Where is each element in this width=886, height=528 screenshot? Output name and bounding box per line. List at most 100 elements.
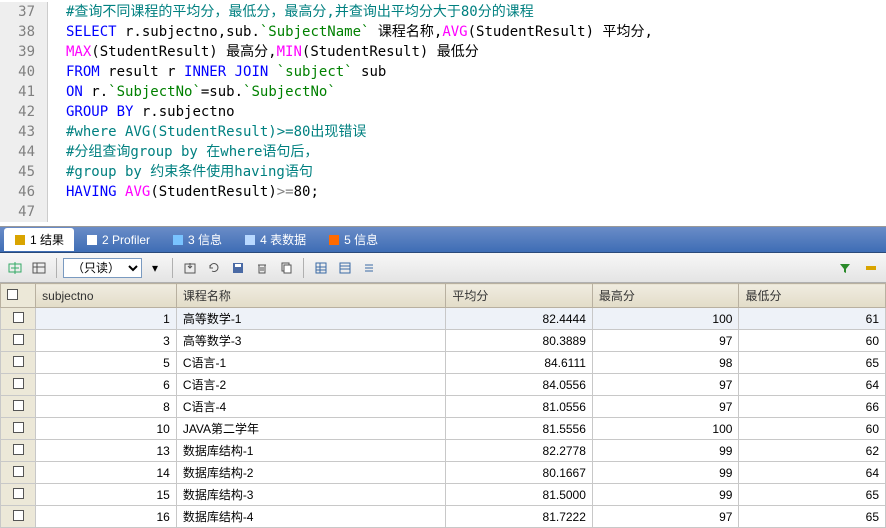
result-grid[interactable]: subjectno课程名称平均分最高分最低分1高等数学-182.44441006… <box>0 283 886 528</box>
cell[interactable]: 99 <box>592 484 739 506</box>
table-row[interactable]: 14数据库结构-280.16679964 <box>1 462 886 484</box>
code-content[interactable]: #分组查询group by 在where语句后， <box>48 142 318 162</box>
cell[interactable]: 99 <box>592 440 739 462</box>
row-checkbox[interactable] <box>13 510 24 521</box>
cell[interactable]: 81.0556 <box>446 396 593 418</box>
header-checkbox[interactable] <box>7 289 18 300</box>
code-content[interactable]: FROM result r INNER JOIN `subject` sub <box>48 62 386 82</box>
code-content[interactable]: SELECT r.subjectno,sub.`SubjectName` 课程名… <box>48 22 653 42</box>
cell[interactable]: 5 <box>36 352 177 374</box>
cell[interactable]: 6 <box>36 374 177 396</box>
cell[interactable]: 80.3889 <box>446 330 593 352</box>
cell[interactable]: 62 <box>739 440 886 462</box>
cell[interactable]: 16 <box>36 506 177 528</box>
code-content[interactable] <box>48 202 66 222</box>
save-button[interactable] <box>227 257 249 279</box>
table-row[interactable]: 10JAVA第二学年81.555610060 <box>1 418 886 440</box>
cell[interactable]: 15 <box>36 484 177 506</box>
table-row[interactable]: 1高等数学-182.444410061 <box>1 308 886 330</box>
cell[interactable]: C语言-4 <box>176 396 446 418</box>
readonly-select[interactable]: （只读） <box>63 258 142 278</box>
column-header[interactable]: 最高分 <box>592 284 739 308</box>
code-content[interactable]: GROUP BY r.subjectno <box>48 102 235 122</box>
table-row[interactable]: 15数据库结构-381.50009965 <box>1 484 886 506</box>
table-button[interactable] <box>28 257 50 279</box>
delete-button[interactable] <box>251 257 273 279</box>
table-row[interactable]: 16数据库结构-481.72229765 <box>1 506 886 528</box>
cell[interactable]: 81.7222 <box>446 506 593 528</box>
cell[interactable]: 84.6111 <box>446 352 593 374</box>
cell[interactable]: 高等数学-1 <box>176 308 446 330</box>
table-row[interactable]: 3高等数学-380.38899760 <box>1 330 886 352</box>
cell[interactable]: 数据库结构-3 <box>176 484 446 506</box>
cell[interactable]: 61 <box>739 308 886 330</box>
cell[interactable]: JAVA第二学年 <box>176 418 446 440</box>
cell[interactable]: 65 <box>739 352 886 374</box>
add-row-button[interactable] <box>4 257 26 279</box>
cell[interactable]: C语言-1 <box>176 352 446 374</box>
cell[interactable]: 1 <box>36 308 177 330</box>
cell[interactable]: 81.5556 <box>446 418 593 440</box>
row-checkbox[interactable] <box>13 334 24 345</box>
export-button[interactable] <box>179 257 201 279</box>
cell[interactable]: 10 <box>36 418 177 440</box>
copy-button[interactable] <box>275 257 297 279</box>
tab-3-信息[interactable]: 3 信息 <box>162 228 232 251</box>
cell[interactable]: 99 <box>592 462 739 484</box>
cell[interactable]: 97 <box>592 374 739 396</box>
grid-view-button[interactable] <box>310 257 332 279</box>
cell[interactable]: 64 <box>739 374 886 396</box>
row-checkbox[interactable] <box>13 466 24 477</box>
row-checkbox[interactable] <box>13 444 24 455</box>
cell[interactable]: 84.0556 <box>446 374 593 396</box>
sql-editor[interactable]: 37#查询不同课程的平均分，最低分，最高分,并查询出平均分大于80分的课程38S… <box>0 0 886 227</box>
cell[interactable]: 81.5000 <box>446 484 593 506</box>
cell[interactable]: 100 <box>592 418 739 440</box>
cell[interactable]: 3 <box>36 330 177 352</box>
dropdown-arrow[interactable]: ▾ <box>144 257 166 279</box>
cell[interactable]: 97 <box>592 396 739 418</box>
filter-button[interactable] <box>834 257 856 279</box>
tab-2-Profiler[interactable]: 2 Profiler <box>76 230 160 250</box>
cell[interactable]: 13 <box>36 440 177 462</box>
cell[interactable]: 8 <box>36 396 177 418</box>
table-row[interactable]: 8C语言-481.05569766 <box>1 396 886 418</box>
table-row[interactable]: 13数据库结构-182.27789962 <box>1 440 886 462</box>
table-row[interactable]: 6C语言-284.05569764 <box>1 374 886 396</box>
cell[interactable]: 97 <box>592 506 739 528</box>
cell[interactable]: 98 <box>592 352 739 374</box>
cell[interactable]: 60 <box>739 330 886 352</box>
settings-button[interactable] <box>860 257 882 279</box>
table-row[interactable]: 5C语言-184.61119865 <box>1 352 886 374</box>
code-content[interactable]: #查询不同课程的平均分，最低分，最高分,并查询出平均分大于80分的课程 <box>48 2 534 22</box>
cell[interactable]: 66 <box>739 396 886 418</box>
tab-4-表数据[interactable]: 4 表数据 <box>234 228 316 251</box>
cell[interactable]: 数据库结构-1 <box>176 440 446 462</box>
row-checkbox[interactable] <box>13 312 24 323</box>
row-checkbox[interactable] <box>13 400 24 411</box>
column-header[interactable]: 课程名称 <box>176 284 446 308</box>
text-view-button[interactable] <box>358 257 380 279</box>
code-content[interactable]: #where AVG(StudentResult)>=80出现错误 <box>48 122 366 142</box>
cell[interactable]: C语言-2 <box>176 374 446 396</box>
row-checkbox[interactable] <box>13 356 24 367</box>
cell[interactable]: 65 <box>739 506 886 528</box>
cell[interactable]: 高等数学-3 <box>176 330 446 352</box>
code-content[interactable]: #group by 约束条件使用having语句 <box>48 162 313 182</box>
cell[interactable]: 97 <box>592 330 739 352</box>
cell[interactable]: 82.4444 <box>446 308 593 330</box>
code-content[interactable]: HAVING AVG(StudentResult)>=80; <box>48 182 319 202</box>
column-header[interactable]: 平均分 <box>446 284 593 308</box>
cell[interactable]: 100 <box>592 308 739 330</box>
code-content[interactable]: ON r.`SubjectNo`=sub.`SubjectNo` <box>48 82 336 102</box>
form-view-button[interactable] <box>334 257 356 279</box>
cell[interactable]: 82.2778 <box>446 440 593 462</box>
cell[interactable]: 数据库结构-2 <box>176 462 446 484</box>
row-checkbox[interactable] <box>13 422 24 433</box>
cell[interactable]: 60 <box>739 418 886 440</box>
row-checkbox[interactable] <box>13 488 24 499</box>
refresh-button[interactable] <box>203 257 225 279</box>
column-header[interactable]: 最低分 <box>739 284 886 308</box>
tab-1-结果[interactable]: 1 结果 <box>4 228 74 251</box>
cell[interactable]: 65 <box>739 484 886 506</box>
